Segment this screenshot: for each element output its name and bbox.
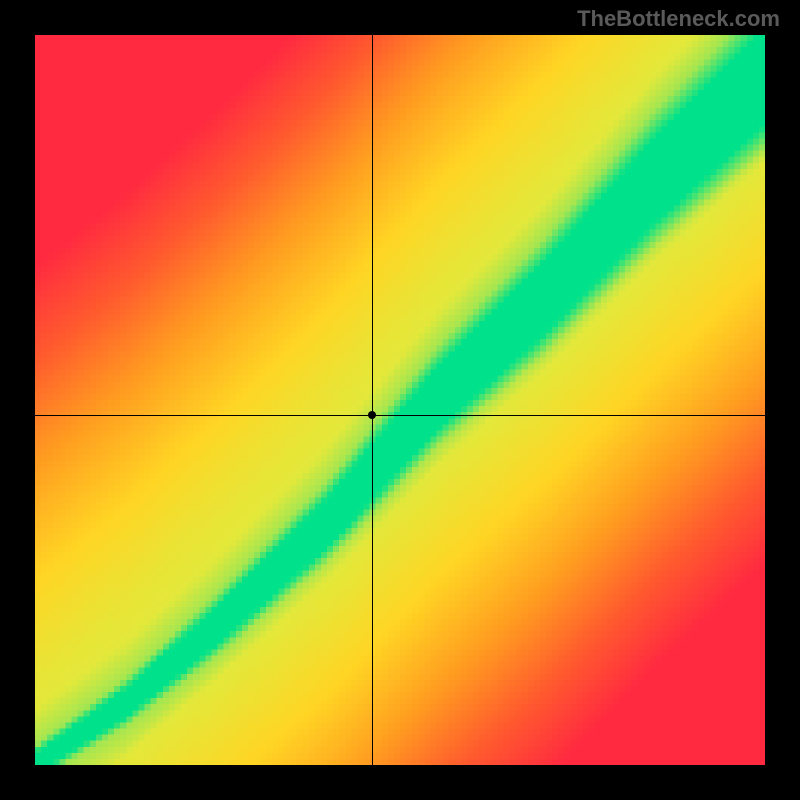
crosshair-horizontal-line: [35, 415, 765, 416]
watermark-text: TheBottleneck.com: [577, 6, 780, 32]
crosshair-vertical-line: [372, 35, 373, 765]
crosshair-marker-dot: [368, 411, 376, 419]
heatmap-canvas: [35, 35, 765, 765]
heatmap-plot: [35, 35, 765, 765]
